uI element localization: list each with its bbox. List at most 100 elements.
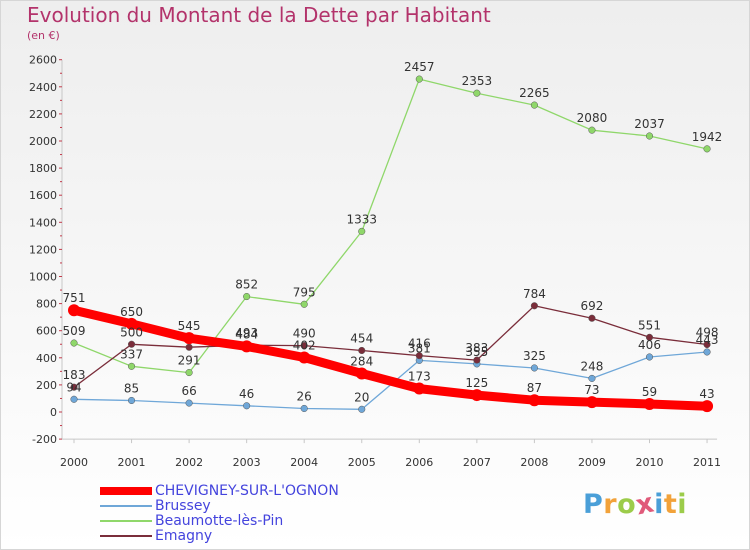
data-label-chevigney-sur-l-ognon: 43 [699, 387, 714, 401]
data-label-brussey: 381 [408, 341, 431, 355]
data-point-brussey [300, 404, 308, 413]
legend-swatch-chevigney-sur-lognon [100, 487, 152, 495]
data-point-brussey [703, 348, 711, 356]
data-point-emagny [588, 314, 596, 322]
y-tick-label: 2400 [29, 81, 57, 94]
data-point-brussey [588, 374, 596, 382]
data-point-emagny [70, 383, 78, 391]
data-label-emagny: 551 [638, 318, 661, 332]
data-label-beaumotte-les-pin: 337 [120, 347, 143, 361]
y-tick-label: 1200 [29, 243, 57, 256]
data-label-beaumotte-les-pin: 852 [235, 278, 258, 292]
data-point-chevigney-sur-l-ognon [240, 340, 253, 353]
data-label-emagny: 490 [293, 327, 316, 341]
y-tick-label: 600 [36, 325, 57, 338]
chart-title: Evolution du Montant de la Dette par Hab… [27, 3, 491, 27]
data-label-brussey: 94 [66, 380, 81, 394]
data-point-chevigney-sur-l-ognon [68, 304, 80, 317]
data-point-brussey [185, 399, 193, 407]
data-point-beaumotte-les-pin [128, 362, 136, 370]
y-tick-label: 2000 [29, 135, 57, 148]
x-tick-label: 2008 [520, 456, 548, 469]
data-label-emagny: 454 [350, 331, 373, 345]
data-label-chevigney-sur-l-ognon: 545 [178, 319, 201, 333]
y-tick-label: 0 [50, 406, 57, 419]
data-label-emagny: 784 [523, 287, 546, 301]
data-point-chevigney-sur-l-ognon [355, 367, 368, 380]
data-point-emagny [415, 352, 423, 360]
data-point-brussey [358, 405, 366, 413]
series-line-beaumotte-les-pin [73, 78, 708, 374]
data-point-emagny [473, 356, 481, 364]
y-tick-label: 200 [36, 379, 57, 392]
y-tick-label: 2600 [29, 54, 57, 67]
series-line-emagny [73, 305, 708, 388]
data-label-chevigney-sur-l-ognon: 484 [235, 327, 258, 341]
y-tick-label: 400 [36, 352, 57, 365]
data-point-emagny [645, 333, 654, 341]
proxiti-logo: Proxiti [583, 487, 688, 522]
legend-swatch-emagny [100, 535, 152, 537]
data-point-brussey [70, 395, 78, 403]
data-label-emagny: 383 [465, 341, 488, 355]
data-point-beaumotte-les-pin [473, 89, 481, 97]
y-tick-label: 1800 [29, 162, 57, 175]
data-label-chevigney-sur-l-ognon: 751 [63, 291, 86, 305]
data-label-beaumotte-les-pin: 509 [63, 324, 86, 338]
x-tick-label: 2002 [175, 456, 203, 469]
x-tick-label: 2004 [290, 456, 318, 469]
data-point-brussey [530, 364, 538, 372]
data-point-emagny [703, 340, 711, 349]
x-tick-label: 2001 [118, 456, 146, 469]
x-tick-label: 2005 [348, 456, 376, 469]
data-label-beaumotte-les-pin: 795 [293, 285, 316, 299]
data-label-brussey: 248 [580, 359, 603, 373]
data-point-beaumotte-les-pin [70, 339, 78, 347]
data-label-brussey: 325 [523, 349, 546, 363]
legend-swatch-beaumotte-les-pin [100, 520, 152, 522]
data-label-chevigney-sur-l-ognon: 87 [527, 381, 542, 395]
x-tick-label: 2010 [636, 456, 664, 469]
data-label-chevigney-sur-l-ognon: 59 [642, 385, 657, 399]
data-point-beaumotte-les-pin [415, 75, 423, 83]
data-point-beaumotte-les-pin [703, 145, 711, 153]
y-tick-label: 1000 [29, 271, 57, 284]
data-point-chevigney-sur-l-ognon [585, 396, 598, 409]
data-label-brussey: 46 [239, 387, 254, 401]
data-point-chevigney-sur-l-ognon [643, 398, 656, 411]
data-point-brussey [645, 353, 654, 361]
data-label-emagny: 183 [63, 368, 86, 382]
data-label-chevigney-sur-l-ognon: 125 [465, 376, 488, 390]
data-point-beaumotte-les-pin [300, 300, 308, 308]
legend-label-brussey: Brussey [155, 498, 211, 514]
data-point-chevigney-sur-l-ognon [298, 351, 311, 364]
data-label-brussey: 26 [297, 389, 312, 403]
x-tick-label: 2006 [405, 456, 433, 469]
data-label-beaumotte-les-pin: 2037 [634, 117, 665, 131]
data-point-chevigney-sur-l-ognon [528, 394, 541, 407]
data-point-emagny [185, 343, 193, 351]
x-tick-label: 2000 [60, 456, 88, 469]
data-label-beaumotte-les-pin: 2457 [404, 60, 435, 74]
y-tick-label: 1600 [29, 189, 57, 202]
y-axis-unit: (en €) [27, 29, 60, 42]
data-label-chevigney-sur-l-ognon: 284 [350, 355, 373, 369]
data-label-emagny: 692 [580, 299, 603, 313]
data-label-beaumotte-les-pin: 2265 [519, 86, 550, 100]
data-point-brussey [243, 402, 251, 410]
y-tick-label: -200 [32, 433, 57, 446]
data-label-chevigney-sur-l-ognon: 73 [584, 383, 599, 397]
x-tick-label: 2009 [578, 456, 606, 469]
data-label-chevigney-sur-l-ognon: 402 [293, 339, 316, 353]
data-point-emagny [128, 340, 136, 348]
data-point-beaumotte-les-pin [243, 293, 251, 301]
x-tick-label: 2003 [233, 456, 261, 469]
series-line-chevigney-sur-l-ognon [69, 305, 712, 411]
y-tick-label: 800 [36, 298, 57, 311]
data-point-chevigney-sur-l-ognon [183, 332, 196, 345]
data-point-beaumotte-les-pin [185, 369, 193, 377]
data-label-brussey: 355 [465, 345, 488, 359]
data-label-beaumotte-les-pin: 291 [178, 354, 201, 368]
legend-swatch-brussey [100, 505, 152, 507]
